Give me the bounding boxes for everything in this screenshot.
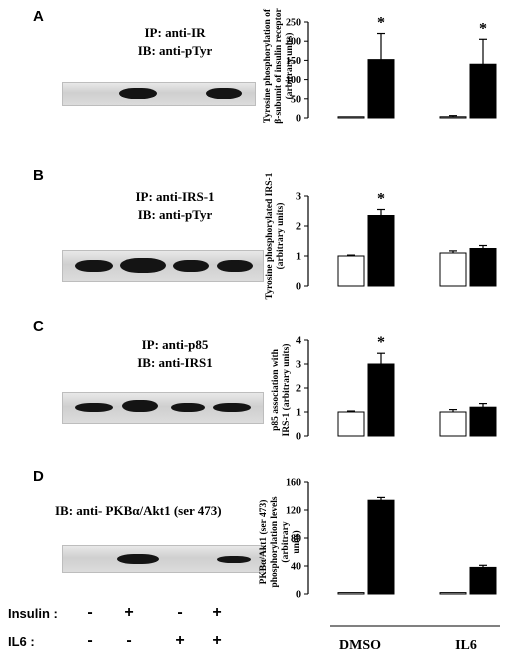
y-tick-label: 0 (296, 432, 301, 443)
bar (337, 255, 365, 287)
y-tick-label: 1 (296, 252, 301, 263)
significance-marker: * (377, 191, 385, 208)
y-tick-label: 3 (296, 360, 301, 371)
bar (367, 499, 395, 595)
bar (337, 116, 365, 119)
y-tick-label: 150 (286, 56, 301, 67)
panel-letter-b: B (33, 167, 44, 184)
bar (337, 592, 365, 595)
bar (469, 63, 497, 119)
bar (469, 406, 497, 437)
y-tick-label: 160 (286, 478, 301, 489)
panel-c-western-blot (62, 392, 264, 424)
panel-c-ip-label: IP: anti-p85 (141, 337, 209, 352)
panel-b-ib-label: IB: anti-pTyr (137, 207, 213, 222)
bar (469, 566, 497, 595)
significance-marker: * (377, 15, 385, 32)
il6-row-label: IL6 : (8, 634, 35, 649)
y-tick-label: 2 (296, 222, 301, 233)
bar (439, 116, 467, 119)
significance-marker: * (479, 20, 487, 37)
bar (469, 248, 497, 287)
y-tick-label: 100 (286, 75, 301, 86)
blot-band (217, 260, 253, 272)
bar (337, 411, 365, 437)
blot-band (173, 260, 209, 272)
y-tick-label: 0 (296, 590, 301, 601)
insulin-sign: - (87, 604, 93, 621)
y-tick-label: 1 (296, 408, 301, 419)
panel-a-ib-label: IB: anti-pTyr (137, 43, 213, 58)
panel-b-ip-label: IP: anti-IRS-1 (135, 189, 215, 204)
y-tick-label: 250 (286, 18, 301, 29)
y-tick-label: 0 (296, 282, 301, 293)
bar (367, 59, 395, 119)
il6-sign: - (87, 632, 93, 649)
panel-letter-c: C (33, 318, 44, 335)
bar (367, 215, 395, 287)
blot-band (119, 88, 157, 99)
y-tick-label: 0 (296, 114, 301, 125)
panel-d-ib-label: IB: anti- PKBα/Akt1 (ser 473) (55, 503, 222, 518)
group-label-dmso: DMSO (339, 638, 381, 653)
blot-band (206, 88, 242, 99)
y-tick-label: 40 (291, 562, 301, 573)
il6-sign: + (212, 632, 222, 649)
panel-c-ib-label: IB: anti-IRS1 (137, 355, 213, 370)
group-label-il6: IL6 (455, 638, 477, 653)
blot-band (75, 260, 113, 272)
panel-a-ip-label: IP: anti-IR (144, 25, 206, 40)
blot-band (75, 403, 113, 412)
panel-b-western-blot (62, 250, 264, 282)
blot-band (117, 554, 159, 564)
bar (439, 411, 467, 437)
blot-band (122, 400, 158, 412)
blot-band (217, 556, 251, 563)
insulin-sign: + (124, 604, 134, 621)
y-tick-label: 50 (291, 94, 301, 105)
y-tick-label: 200 (286, 37, 301, 48)
insulin-sign: - (177, 604, 183, 621)
insulin-sign: + (212, 604, 222, 621)
bar (439, 252, 467, 287)
blot-band (120, 258, 166, 273)
panel-d-western-blot (62, 545, 264, 573)
panel-a-western-blot (62, 82, 256, 106)
bar (439, 592, 467, 595)
significance-marker: * (377, 334, 385, 351)
panel-letter-d: D (33, 468, 44, 485)
insulin-row-label: Insulin : (8, 606, 58, 621)
blot-band (171, 403, 205, 412)
il6-sign: + (175, 632, 185, 649)
blot-band (213, 403, 251, 412)
y-tick-label: 2 (296, 384, 301, 395)
bar (367, 363, 395, 437)
y-tick-label: 80 (291, 534, 301, 545)
il6-sign: - (126, 632, 132, 649)
y-tick-label: 120 (286, 506, 301, 517)
y-tick-label: 4 (296, 336, 301, 347)
y-tick-label: 3 (296, 192, 301, 203)
panel-letter-a: A (33, 8, 44, 25)
